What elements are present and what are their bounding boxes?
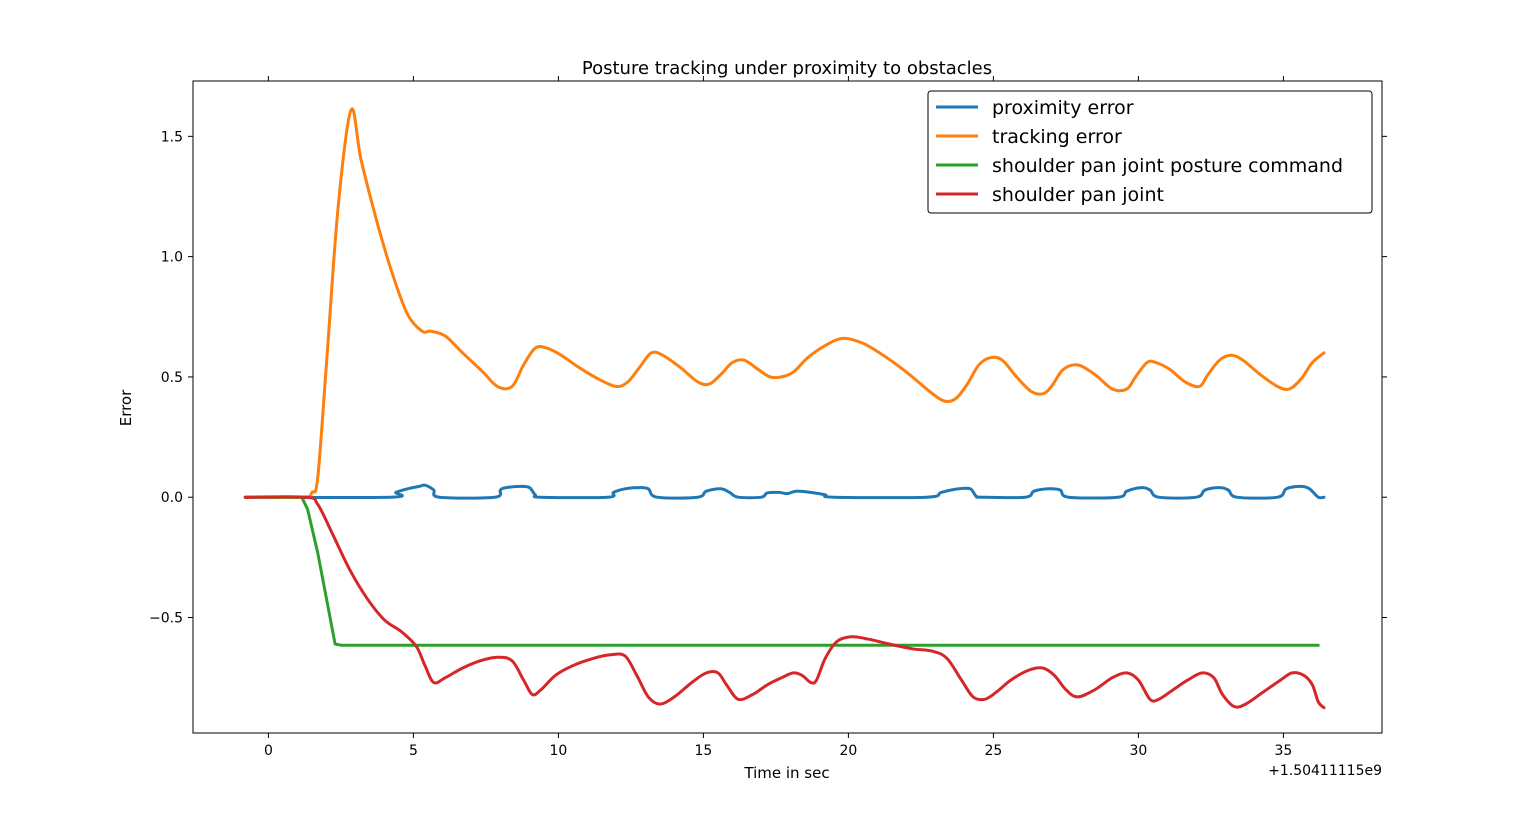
legend: proximity error tracking error shoulder pa… — [927, 90, 1373, 214]
legend-label-2: tracking error — [992, 126, 1122, 148]
x-tick-label: 5 — [409, 743, 418, 759]
series-line-2 — [243, 107, 1326, 500]
legend-box — [927, 90, 1373, 214]
x-tick-label: 35 — [1274, 743, 1292, 759]
x-tick-label: 15 — [694, 743, 712, 759]
chart-title: Posture tracking under proximity to obst… — [582, 58, 992, 79]
y-axis-label: Error — [117, 389, 135, 426]
y-tick-label: 0.5 — [161, 370, 183, 386]
y-tick-label: −0.5 — [149, 611, 183, 627]
plot-area-frame — [192, 80, 1383, 734]
x-tick-label: 30 — [1129, 743, 1147, 759]
series-line-4 — [243, 495, 1326, 710]
x-tick-label: 0 — [264, 743, 273, 759]
x-axis-offset-label: +1.50411115e9 — [1268, 763, 1382, 779]
x-tick-label: 10 — [549, 743, 567, 759]
series-line-1 — [243, 483, 1326, 500]
x-tick-label: 25 — [984, 743, 1002, 759]
ticks-layer: 0 5 10 15 20 25 30 35 1.5 1.0 0.5 0.0 −0.5 — [149, 76, 1387, 759]
legend-entries: proximity error tracking error shoulder pa… — [936, 97, 1343, 206]
y-tick-label: 1.5 — [161, 129, 183, 145]
legend-label-1: proximity error — [992, 97, 1134, 119]
x-tick-label: 20 — [839, 743, 857, 759]
legend-label-4: shoulder pan joint — [992, 184, 1164, 206]
x-axis-label: Time in sec — [743, 764, 829, 782]
y-tick-label: 1.0 — [161, 250, 183, 266]
series-layer — [243, 107, 1326, 710]
legend-label-3: shoulder pan joint posture command — [992, 155, 1343, 177]
y-tick-label: 0.0 — [161, 490, 183, 506]
